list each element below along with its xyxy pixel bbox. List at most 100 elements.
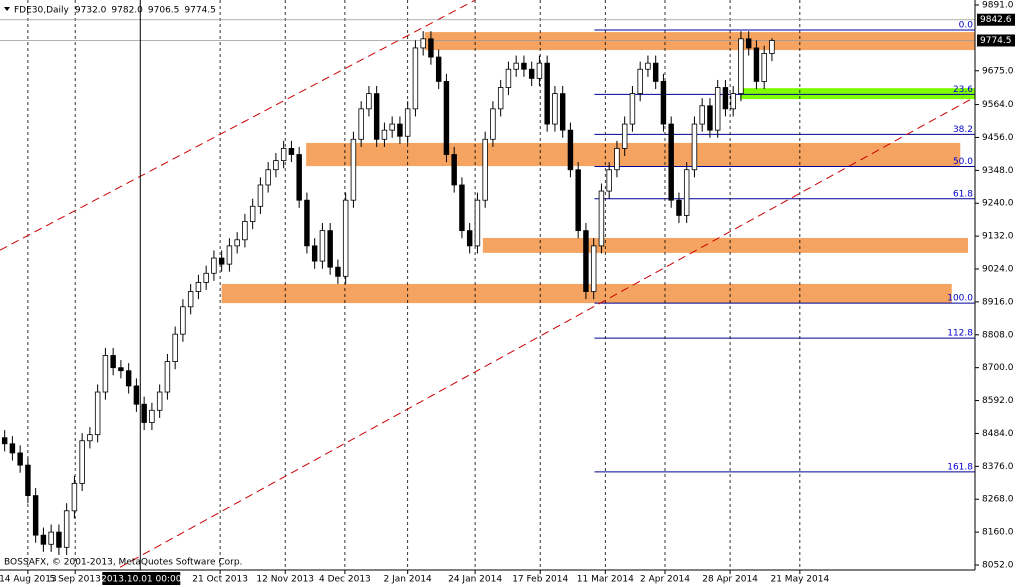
x-tick-label: 21 Oct 2013 [192, 575, 248, 585]
y-tick-label: 8160.0 [982, 528, 1014, 538]
candle-body [404, 108, 411, 137]
candle-body [180, 306, 186, 335]
candle-body [567, 129, 574, 171]
candle-body [296, 154, 302, 201]
candle-body [730, 93, 736, 110]
x-tick-label: 4 Dec 2013 [319, 575, 371, 585]
candle-body [79, 440, 85, 484]
candle-body [451, 154, 457, 186]
candle-body [753, 47, 760, 82]
quote-value: 9732.0 [75, 6, 107, 16]
candle-body [621, 123, 628, 149]
candle-body [443, 81, 450, 155]
candle-body [203, 272, 209, 283]
candle-body [714, 87, 721, 131]
candle-body [373, 93, 380, 140]
bid-price-label: 9774.5 [980, 36, 1012, 46]
candle-body [722, 87, 729, 110]
channel-line [0, 0, 476, 251]
candle-body [629, 93, 636, 125]
quote-value: 9774.5 [184, 6, 216, 16]
candle-body [327, 230, 333, 268]
x-tick-label: 2 Apr 2014 [640, 575, 690, 585]
candle-body [482, 138, 488, 201]
y-tick-label: 9564.0 [982, 100, 1014, 110]
candle-body [761, 53, 767, 82]
y-tick-label: 9675.0 [982, 66, 1014, 76]
y-tick-label: 9024.0 [982, 265, 1014, 275]
y-tick-label: 8592.0 [982, 396, 1014, 406]
candle-body [513, 62, 519, 70]
x-tick-label: 17 Feb 2014 [512, 575, 568, 585]
crosshair-time-box [102, 572, 181, 585]
fib-label: 0.0 [959, 20, 974, 30]
sr-zone [740, 88, 975, 100]
candle-body [389, 123, 395, 131]
candle-body [536, 62, 543, 79]
candle-body [683, 169, 690, 216]
x-tick-label: 14 Aug 2013 [0, 575, 57, 585]
candle-body [521, 62, 527, 70]
candle-body [94, 391, 101, 436]
channel-line [119, 96, 975, 568]
candle-body [156, 391, 163, 411]
candle-body [497, 87, 504, 110]
candle-body [428, 38, 434, 58]
candle-body [466, 230, 473, 247]
y-tick-label: 8916.0 [982, 297, 1014, 307]
fib-label: 112.8 [947, 329, 973, 339]
candle-body [141, 403, 147, 423]
candle-body [583, 230, 589, 292]
y-tick-label: 9132.0 [982, 232, 1014, 242]
candle-body [459, 184, 465, 232]
candle-body [288, 148, 295, 155]
candle-body [195, 282, 202, 292]
crosshair-price-label: 9842.6 [980, 15, 1012, 25]
candle-body [590, 245, 597, 292]
candle-body [211, 257, 217, 274]
candle-body [226, 245, 233, 265]
candle-body [660, 81, 667, 125]
x-tick-label: 11 Mar 2014 [577, 575, 634, 585]
candle-body [606, 169, 612, 192]
quote-value: 9782.0 [111, 6, 143, 16]
candle-body [149, 409, 155, 423]
candle-body [342, 199, 349, 277]
candle-body [552, 93, 558, 125]
plot-area: 0.0 23.6 38.2 50.0 61.8 100.0 112.8 161.8 [0, 0, 975, 570]
sr-zone [424, 32, 975, 51]
candle-body [505, 68, 512, 88]
y-tick-label: 8808.0 [982, 330, 1014, 340]
candle-body [249, 205, 256, 222]
candle-body [172, 333, 178, 362]
candle-body [304, 199, 310, 247]
candle-body [668, 123, 674, 201]
x-tick-label: 28 Apr 2014 [702, 575, 758, 585]
candle-body [257, 184, 264, 207]
candle-body [319, 230, 326, 262]
y-tick-label: 8268.0 [982, 495, 1014, 505]
fib-label: 100.0 [947, 294, 973, 304]
candle-body [412, 47, 419, 110]
candle-body [273, 160, 279, 171]
crosshair-time-label: 2013.10.01 00:00 [101, 575, 182, 585]
candle-body [435, 56, 442, 82]
y-tick-label: 9456.0 [982, 133, 1014, 143]
bid-price-box [977, 34, 1015, 47]
candle-body [707, 105, 713, 131]
candle-body [17, 452, 23, 466]
sr-zone [221, 283, 952, 304]
candle-body [280, 148, 287, 162]
candle-body [490, 108, 496, 140]
candle-body [133, 385, 140, 405]
candle-body [637, 68, 643, 95]
y-tick-label: 8484.0 [982, 429, 1014, 439]
candle-body [187, 291, 194, 308]
candle-body [48, 531, 54, 545]
candle-body [335, 266, 341, 277]
candle-body [381, 129, 388, 140]
candle-body [242, 221, 248, 241]
y-tick-label: 8700.0 [982, 363, 1014, 373]
candle-body [397, 123, 403, 137]
